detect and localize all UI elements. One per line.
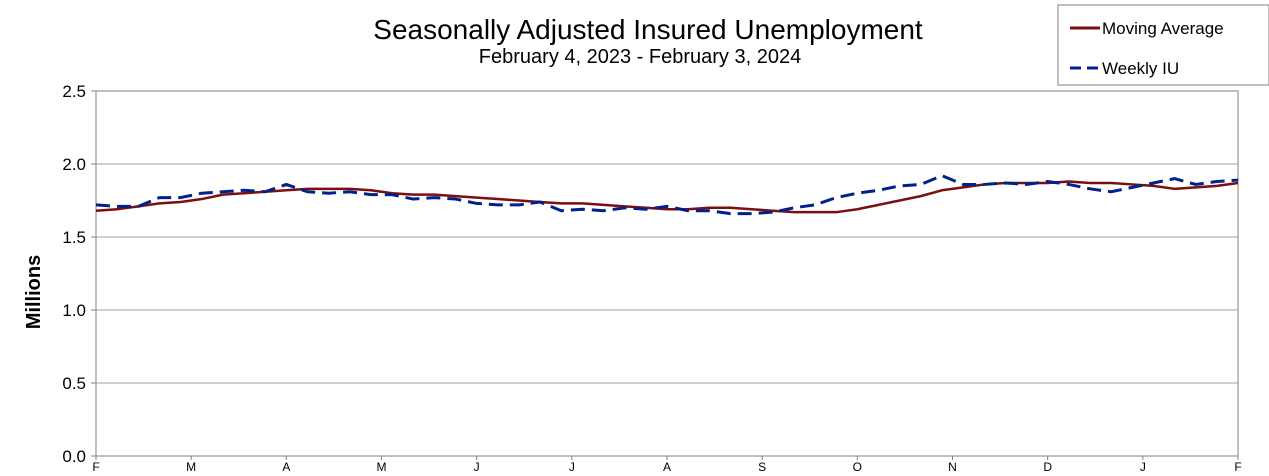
legend-label-moving-average: Moving Average [1102, 19, 1224, 38]
x-tick-label: J [474, 460, 480, 474]
x-tick-label: A [663, 460, 671, 474]
series-layer [95, 174, 1239, 216]
legend-box [1057, 4, 1269, 86]
y-tick-label: 0.5 [62, 374, 86, 393]
x-tick-label: M [186, 460, 196, 474]
x-tick-label: A [282, 460, 290, 474]
gridlines [96, 163, 1238, 384]
x-tick-label: M [377, 460, 387, 474]
legend: Moving Average Weekly IU [1057, 4, 1269, 86]
y-tick-label: 2.0 [62, 155, 86, 174]
y-tick-label: 1.0 [62, 301, 86, 320]
legend-label-weekly-iu: Weekly IU [1102, 59, 1179, 78]
y-tick-label: 1.5 [62, 228, 86, 247]
x-tick-label: J [569, 460, 575, 474]
x-tick-label: F [1234, 460, 1241, 474]
x-tick-label: J [1140, 460, 1146, 474]
y-tick-label: 0.0 [62, 447, 86, 466]
y-axis: 0.0 0.5 1.0 1.5 2.0 2.5 [62, 82, 96, 466]
chart-title: Seasonally Adjusted Insured Unemployment [373, 14, 923, 45]
chart-subtitle: February 4, 2023 - February 3, 2024 [479, 46, 801, 68]
x-tick-label: N [948, 460, 957, 474]
x-tick-label: F [92, 460, 99, 474]
series-line-weekly-iu [95, 174, 1239, 216]
x-tick-label: D [1043, 460, 1052, 474]
y-tick-label: 2.5 [62, 82, 86, 101]
x-tick-label: S [758, 460, 766, 474]
plot-frame [95, 90, 1239, 457]
y-axis-label: Millions [23, 255, 45, 329]
x-tick-label: O [853, 460, 862, 474]
plot-area [95, 90, 1239, 457]
